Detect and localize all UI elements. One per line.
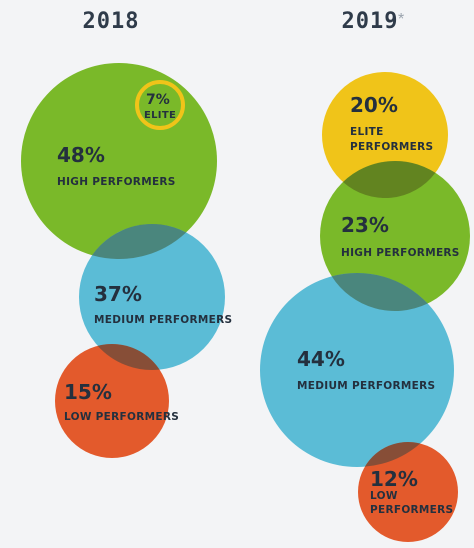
label-2018-low-name: LOW PERFORMERS — [64, 411, 179, 423]
label-2018-high-value: 48% — [57, 143, 105, 167]
label-2019-elite-name-line1: ELITE — [350, 126, 384, 138]
bubble-2018-elite-ring — [135, 80, 185, 130]
bubble-2018-low — [55, 344, 169, 458]
overlap-2019-medium-low — [364, 442, 421, 467]
bubble-2019-low — [358, 442, 458, 542]
label-2019-high-name: HIGH PERFORMERS — [341, 247, 460, 259]
bubble-2018-medium — [79, 224, 225, 370]
bubbles-2018 — [21, 63, 225, 458]
overlap-2019-elite-high — [342, 160, 436, 198]
bubble-2019-medium — [260, 273, 454, 467]
label-2019-low-name-line1: LOW — [370, 490, 398, 502]
overlap-2019-high-medium — [331, 273, 428, 311]
label-2018-elite-name: ELITE — [144, 110, 176, 121]
label-2018-elite-value: 7% — [146, 92, 170, 108]
label-2019-medium-value: 44% — [297, 347, 345, 371]
bubble-overlaps — [92, 160, 436, 467]
label-2019-low-name-line2: PERFORMERS — [370, 504, 453, 516]
bubble-2018-high — [21, 63, 217, 259]
label-2018-low-value: 15% — [64, 380, 112, 404]
year-2019-asterisk: * — [398, 11, 404, 28]
label-2019-medium-name: MEDIUM PERFORMERS — [297, 380, 435, 392]
year-2018-heading: 2018 — [83, 9, 140, 34]
overlap-2018-high-medium — [92, 224, 187, 259]
label-2018-medium-name: MEDIUM PERFORMERS — [94, 314, 232, 326]
overlap-2018-medium-low — [97, 344, 160, 370]
label-2019-elite-name-line2: PERFORMERS — [350, 141, 433, 153]
label-2019-elite-value: 20% — [350, 93, 398, 117]
label-2019-high-value: 23% — [341, 213, 389, 237]
label-2019-low-value: 12% — [370, 467, 418, 491]
year-2019-heading: 2019 — [342, 9, 399, 34]
label-2018-medium-value: 37% — [94, 282, 142, 306]
label-2018-high-name: HIGH PERFORMERS — [57, 176, 176, 188]
